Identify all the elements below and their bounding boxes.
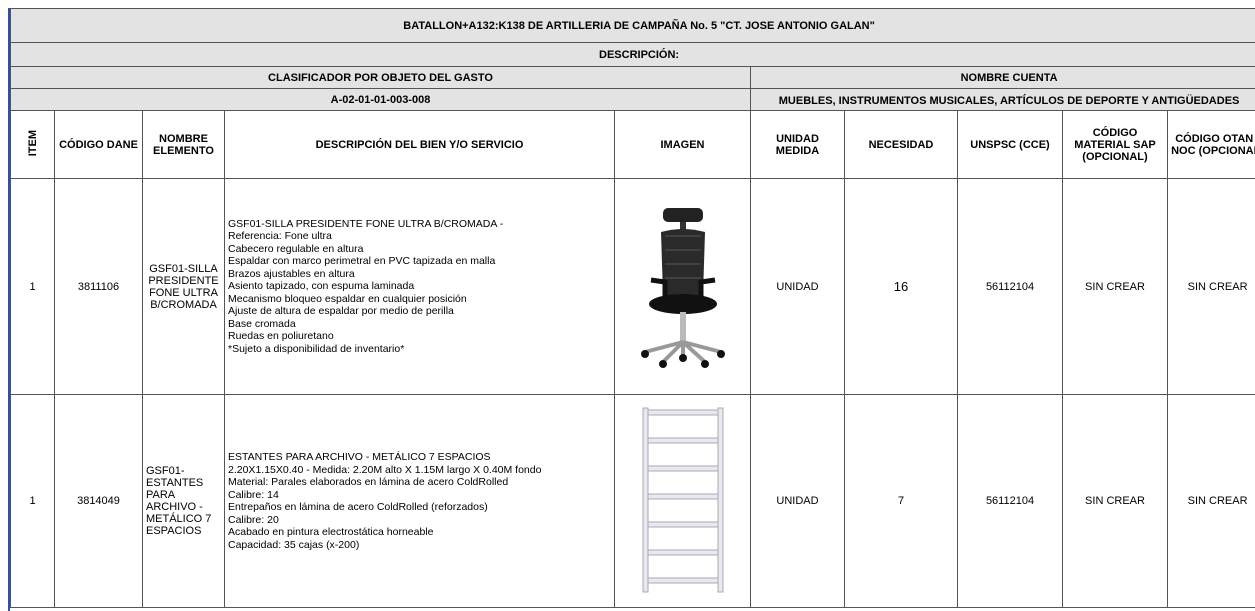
column-header: CÓDIGO MATERIAL SAP (OPCIONAL) [1062, 110, 1168, 179]
otan-code: SIN CREAR [1166, 178, 1255, 395]
sheet: BATALLON+A132:K138 DE ARTILLERIA DE CAMP… [8, 8, 1255, 611]
description-line: GSF01-SILLA PRESIDENTE FONE ULTRA B/CROM… [228, 217, 504, 230]
description-line: Mecanismo bloqueo espaldar en cualquier … [228, 292, 467, 305]
column-header: DESCRIPCIÓN DEL BIEN Y/O SERVICIO [224, 110, 615, 179]
description-line: Ajuste de altura de espaldar por medio d… [228, 305, 454, 318]
column-header-text: ITEM [26, 129, 39, 157]
column-header: UNSPSC (CCE) [957, 110, 1063, 179]
column-header: NOMBRE ELEMENTO [142, 110, 225, 179]
account-label: NOMBRE CUENTA [749, 66, 1255, 89]
description-line: Ruedas en poliuretano [228, 330, 334, 343]
code: 3814049 [54, 394, 143, 608]
column-header: IMAGEN [614, 110, 751, 179]
description-line: Calibre: 20 [228, 513, 279, 526]
description-line: Calibre: 14 [228, 488, 279, 501]
column-header: NECESIDAD [844, 110, 958, 179]
code: 3811106 [54, 178, 143, 395]
image [614, 394, 751, 608]
description-line: Espaldar con marco perimetral en PVC tap… [228, 255, 496, 268]
image [614, 178, 751, 395]
description-line: Material: Parales elaborados en lámina d… [228, 476, 509, 488]
need: 7 [844, 394, 958, 608]
column-header: CÓDIGO DANE [54, 110, 143, 179]
description-line: Acabado en pintura electrostática hornea… [228, 526, 434, 538]
item: 1 [10, 178, 55, 395]
description: ESTANTES PARA ARCHIVO - METÁLICO 7 ESPAC… [224, 394, 615, 608]
account-name: MUEBLES, INSTRUMENTOS MUSICALES, ARTÍCUL… [749, 88, 1255, 111]
description-line: Cabecero regulable en altura [228, 242, 364, 255]
description-line: 2.20X1.15X0.40 - Medida: 2.20M alto X 1.… [228, 463, 542, 476]
description-line: *Sujeto a disponibilidad de inventario* [228, 342, 405, 355]
shelf-image [642, 407, 723, 592]
unspsc: 56112104 [957, 394, 1063, 608]
unit: UNIDAD [750, 178, 845, 395]
classifier-code: A-02-01-01-003-008 [10, 88, 751, 111]
column-header: ITEM [10, 110, 55, 179]
sap-code: SIN CREAR [1062, 394, 1168, 608]
title: BATALLON+A132:K138 DE ARTILLERIA DE CAMP… [10, 8, 1255, 43]
description-line: Capacidad: 35 cajas (x-200) [228, 538, 360, 551]
need: 16 [844, 178, 958, 395]
description-line: Brazos ajustables en altura [228, 267, 355, 280]
column-header: CÓDIGO OTAN - NOC (OPCIONAL) [1166, 110, 1255, 179]
description-line: Base cromada [228, 317, 296, 330]
classifier-label: CLASIFICADOR POR OBJETO DEL GASTO [10, 66, 751, 89]
element-name: GSF01-ESTANTES PARA ARCHIVO - METÁLICO 7… [142, 394, 225, 608]
description: GSF01-SILLA PRESIDENTE FONE ULTRA B/CROM… [224, 178, 615, 395]
column-header: UNIDAD MEDIDA [750, 110, 845, 179]
table: BATALLON+A132:K138 DE ARTILLERIA DE CAMP… [10, 8, 1255, 608]
chair-image [640, 208, 725, 368]
description-line: ESTANTES PARA ARCHIVO - METÁLICO 7 ESPAC… [228, 451, 491, 463]
description-line: Referencia: Fone ultra [228, 230, 332, 243]
unspsc: 56112104 [957, 178, 1063, 395]
otan-code: SIN CREAR [1166, 394, 1255, 608]
element-name: GSF01-SILLA PRESIDENTE FONE ULTRA B/CROM… [142, 178, 225, 395]
subtitle: DESCRIPCIÓN: [10, 42, 1255, 67]
description-line: Entrepaños en lámina de acero ColdRolled… [228, 501, 488, 513]
sap-code: SIN CREAR [1062, 178, 1168, 395]
item: 1 [10, 394, 55, 608]
unit: UNIDAD [750, 394, 845, 608]
description-line: Asiento tapizado, con espuma laminada [228, 280, 415, 293]
